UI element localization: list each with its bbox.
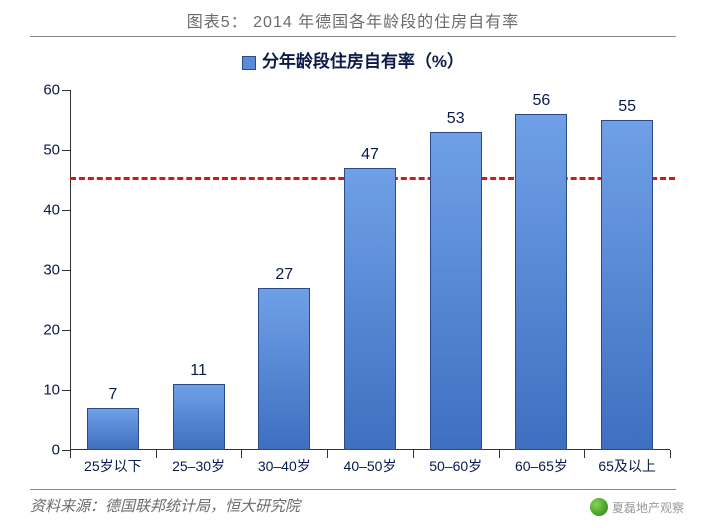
y-tick bbox=[62, 450, 70, 451]
y-tick bbox=[62, 330, 70, 331]
legend: 分年龄段住房自有率（%） bbox=[0, 43, 706, 80]
y-tick-label: 60 bbox=[20, 82, 60, 99]
bar-value-label: 55 bbox=[618, 98, 636, 116]
legend-swatch bbox=[242, 56, 256, 70]
source-divider bbox=[30, 489, 676, 490]
x-tick bbox=[413, 450, 414, 458]
watermark-text: 夏磊地产观察 bbox=[612, 499, 684, 516]
bar-value-label: 56 bbox=[533, 92, 551, 110]
x-tick-label: 50–60岁 bbox=[429, 456, 482, 476]
chart-title: 图表5： 2014 年德国各年龄段的住房自有率 bbox=[0, 0, 706, 36]
bar bbox=[430, 132, 482, 450]
x-tick-label: 65及以上 bbox=[598, 456, 656, 476]
y-tick-label: 40 bbox=[20, 202, 60, 219]
x-tick bbox=[241, 450, 242, 458]
watermark: 夏磊地产观察 bbox=[590, 498, 684, 516]
y-tick-label: 20 bbox=[20, 322, 60, 339]
bar bbox=[258, 288, 310, 450]
wechat-icon bbox=[590, 498, 608, 516]
x-tick bbox=[70, 450, 71, 458]
bar-value-label: 53 bbox=[447, 110, 465, 128]
bar-value-label: 27 bbox=[275, 266, 293, 284]
bar bbox=[173, 384, 225, 450]
x-tick-label: 25岁以下 bbox=[84, 456, 142, 476]
y-tick bbox=[62, 390, 70, 391]
y-tick bbox=[62, 90, 70, 91]
bar bbox=[515, 114, 567, 450]
y-tick-label: 50 bbox=[20, 142, 60, 159]
y-tick-label: 10 bbox=[20, 382, 60, 399]
x-tick bbox=[670, 450, 671, 458]
x-tick-label: 40–50岁 bbox=[344, 456, 397, 476]
x-tick bbox=[327, 450, 328, 458]
x-tick-label: 25–30岁 bbox=[172, 456, 225, 476]
y-tick bbox=[62, 150, 70, 151]
source-text: 资料来源：德国联邦统计局，恒大研究院 bbox=[30, 495, 300, 516]
bar bbox=[344, 168, 396, 450]
x-tick bbox=[584, 450, 585, 458]
chart-container: 图表5： 2014 年德国各年龄段的住房自有率 分年龄段住房自有率（%） 010… bbox=[0, 0, 706, 528]
x-tick-label: 30–40岁 bbox=[258, 456, 311, 476]
bar-value-label: 11 bbox=[190, 362, 207, 380]
x-tick-label: 60–65岁 bbox=[515, 456, 568, 476]
plot: 0102030405060725岁以下1125–30岁2730–40岁4740–… bbox=[70, 90, 670, 450]
bar bbox=[87, 408, 139, 450]
bar bbox=[601, 120, 653, 450]
bar-value-label: 47 bbox=[361, 146, 379, 164]
x-tick bbox=[499, 450, 500, 458]
y-axis bbox=[70, 90, 71, 450]
title-underline bbox=[30, 36, 676, 37]
x-tick bbox=[156, 450, 157, 458]
y-tick-label: 30 bbox=[20, 262, 60, 279]
bar-value-label: 7 bbox=[108, 386, 117, 404]
legend-label: 分年龄段住房自有率（%） bbox=[262, 52, 464, 71]
chart-area: 0102030405060725岁以下1125–30岁2730–40岁4740–… bbox=[70, 90, 670, 450]
y-tick-label: 0 bbox=[20, 442, 60, 459]
y-tick bbox=[62, 270, 70, 271]
y-tick bbox=[62, 210, 70, 211]
